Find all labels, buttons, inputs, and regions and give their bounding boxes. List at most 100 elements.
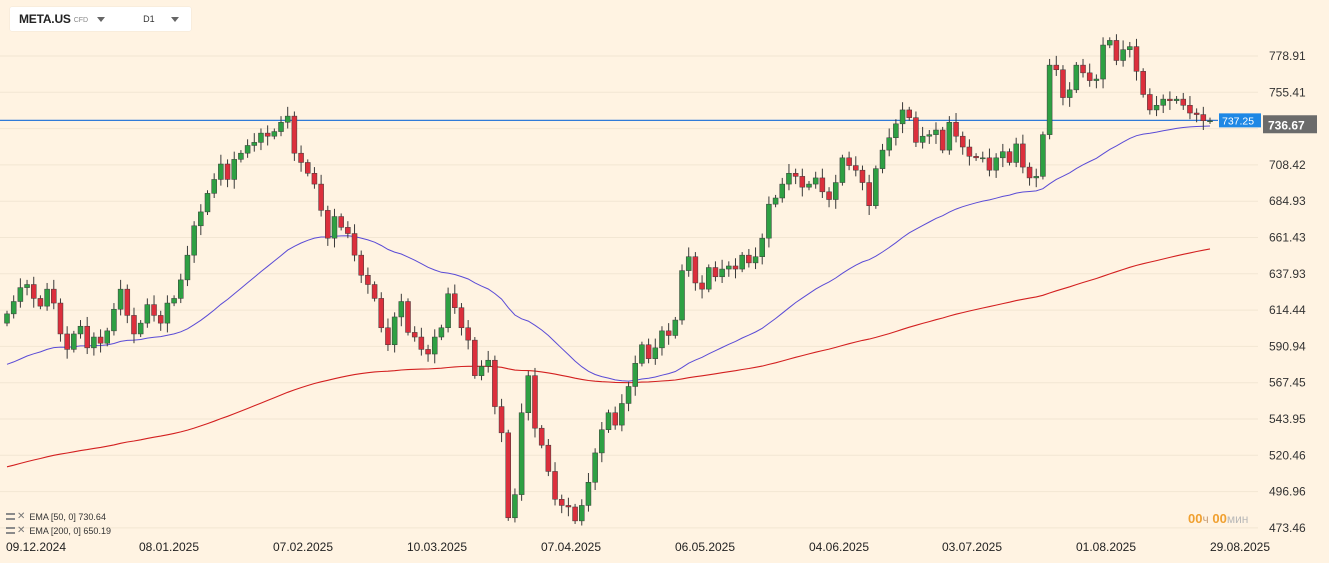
candle-body bbox=[766, 203, 772, 239]
candle-body bbox=[398, 301, 405, 318]
candle-body bbox=[351, 233, 358, 256]
hline-price-tag bbox=[1219, 113, 1261, 128]
candle-body bbox=[746, 254, 752, 264]
candle-body bbox=[157, 315, 164, 324]
candle-body bbox=[819, 177, 826, 193]
candle-body bbox=[204, 193, 211, 213]
candle-body bbox=[91, 336, 97, 349]
candle-body bbox=[639, 344, 645, 364]
candle-body bbox=[1187, 105, 1193, 114]
remove-indicator-icon[interactable]: ✕ bbox=[17, 525, 26, 536]
candle-body bbox=[759, 237, 765, 257]
candle-body bbox=[431, 336, 438, 355]
candle-body bbox=[1167, 98, 1173, 101]
candle-body bbox=[4, 313, 10, 324]
candle-body bbox=[224, 163, 231, 180]
x-tick-label: 09.12.2024 bbox=[6, 540, 66, 554]
candle-body bbox=[953, 122, 959, 137]
candle-body bbox=[37, 298, 44, 307]
candle-body bbox=[1173, 98, 1180, 101]
candle-body bbox=[699, 282, 705, 290]
candle-body bbox=[832, 182, 839, 200]
candle-body bbox=[719, 268, 725, 278]
candles bbox=[4, 34, 1213, 526]
candle-body bbox=[238, 152, 244, 160]
candle-body bbox=[665, 330, 672, 336]
candle-body bbox=[933, 129, 939, 135]
candle-body bbox=[211, 179, 217, 194]
candle-body bbox=[305, 162, 311, 174]
candle-body bbox=[57, 302, 64, 335]
candle-body bbox=[478, 366, 485, 376]
candle-body bbox=[980, 157, 986, 160]
x-tick-label: 29.08.2025 bbox=[1210, 540, 1270, 554]
candle-body bbox=[919, 135, 926, 143]
candle-body bbox=[605, 412, 612, 430]
candle-body bbox=[906, 109, 912, 118]
candle-body bbox=[111, 308, 117, 332]
candle-body bbox=[1020, 143, 1026, 168]
indicator-settings-icon[interactable] bbox=[6, 513, 15, 520]
x-tick-label: 10.03.2025 bbox=[407, 540, 467, 554]
candle-body bbox=[1127, 46, 1133, 50]
price-tags: 737.25 736.67 bbox=[1219, 113, 1317, 134]
candle-body bbox=[311, 173, 318, 185]
candle-body bbox=[853, 165, 859, 171]
candle-body bbox=[712, 267, 719, 278]
candle-body bbox=[17, 287, 24, 302]
candle-body bbox=[325, 210, 331, 239]
candle-body bbox=[505, 432, 511, 519]
candle-body bbox=[752, 256, 759, 264]
timer-minutes-unit: мин bbox=[1226, 512, 1249, 526]
candle-body bbox=[1046, 64, 1053, 135]
candle-body bbox=[1086, 72, 1093, 81]
candle-body bbox=[652, 347, 659, 359]
y-tick-label: 755.41 bbox=[1269, 85, 1306, 99]
candle-timer: 00ч 00мин bbox=[1188, 511, 1248, 526]
candle-body bbox=[1133, 46, 1140, 72]
x-tick-label: 08.01.2025 bbox=[139, 540, 199, 554]
candle-body bbox=[164, 302, 171, 324]
candle-body bbox=[298, 152, 304, 163]
candle-body bbox=[939, 129, 946, 151]
candle-body bbox=[538, 427, 545, 446]
candle-body bbox=[1200, 114, 1207, 121]
candle-body bbox=[124, 288, 131, 316]
candle-body bbox=[926, 134, 933, 137]
y-tick-label: 778.91 bbox=[1269, 49, 1306, 63]
hline-price-label: 737.25 bbox=[1222, 115, 1254, 127]
candle-body bbox=[137, 322, 144, 335]
candle-body bbox=[518, 412, 525, 495]
indicator-settings-icon[interactable] bbox=[6, 527, 15, 534]
candle-body bbox=[472, 339, 478, 376]
candle-body bbox=[231, 159, 237, 180]
symbol-name[interactable]: META.US bbox=[19, 12, 71, 26]
candle-body bbox=[371, 284, 378, 299]
timeframe-label[interactable]: D1 bbox=[143, 14, 155, 24]
candle-body bbox=[492, 359, 498, 407]
candle-body bbox=[258, 132, 264, 143]
candle-body bbox=[498, 406, 505, 434]
candle-body bbox=[1000, 151, 1006, 159]
candle-body bbox=[913, 117, 919, 143]
candle-body bbox=[625, 386, 632, 404]
candle-body bbox=[619, 403, 625, 426]
y-tick-label: 473.46 bbox=[1269, 521, 1306, 535]
symbol-dropdown-icon[interactable] bbox=[97, 16, 106, 22]
candle-body bbox=[1006, 151, 1013, 163]
remove-indicator-icon[interactable]: ✕ bbox=[17, 511, 26, 522]
candle-body bbox=[806, 183, 812, 188]
candle-body bbox=[772, 197, 779, 205]
y-tick-label: 520.46 bbox=[1269, 448, 1306, 462]
y-tick-label: 661.43 bbox=[1269, 230, 1306, 244]
candle-body bbox=[104, 330, 110, 344]
timeframe-dropdown-icon[interactable] bbox=[170, 16, 179, 22]
candle-body bbox=[1160, 98, 1166, 106]
candle-body bbox=[986, 157, 993, 171]
y-tick-label: 708.42 bbox=[1269, 158, 1306, 172]
candle-body bbox=[612, 412, 618, 426]
ema-lines bbox=[6, 125, 1211, 468]
y-tick-label: 614.44 bbox=[1269, 303, 1306, 317]
candle-body bbox=[318, 183, 324, 211]
